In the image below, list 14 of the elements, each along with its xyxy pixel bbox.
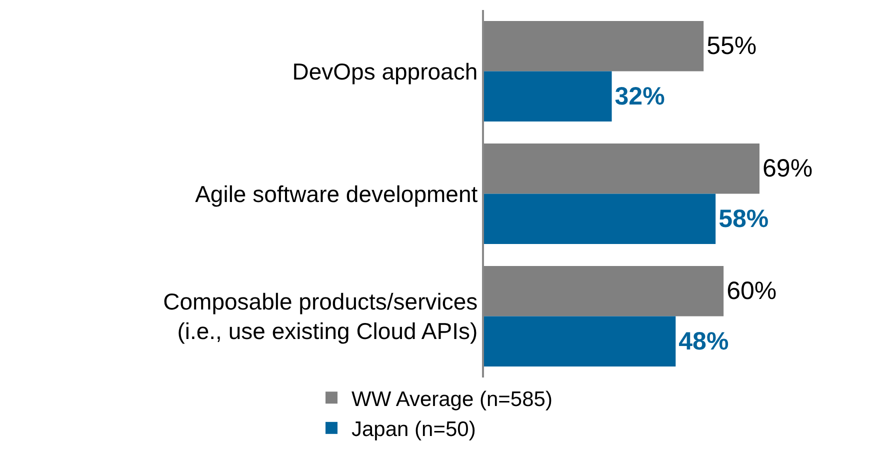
data-label: 60% (726, 277, 777, 306)
bar (484, 71, 612, 122)
data-label: 48% (678, 327, 729, 356)
legend-label: WW Average (n=585) (352, 388, 552, 411)
data-label: 69% (762, 154, 813, 183)
bar (484, 194, 716, 244)
y-tick-label: Composable products/services (i.e., use existing Cloud APIs) (163, 288, 478, 344)
data-label: 58% (718, 204, 769, 233)
legend-label: Japan (n=50) (352, 418, 476, 442)
y-tick-label: Agile software development (195, 180, 478, 207)
y-tick-label: DevOps approach (292, 58, 478, 84)
bar (484, 316, 676, 366)
data-label: 32% (614, 82, 665, 110)
data-label: 55% (706, 32, 757, 60)
